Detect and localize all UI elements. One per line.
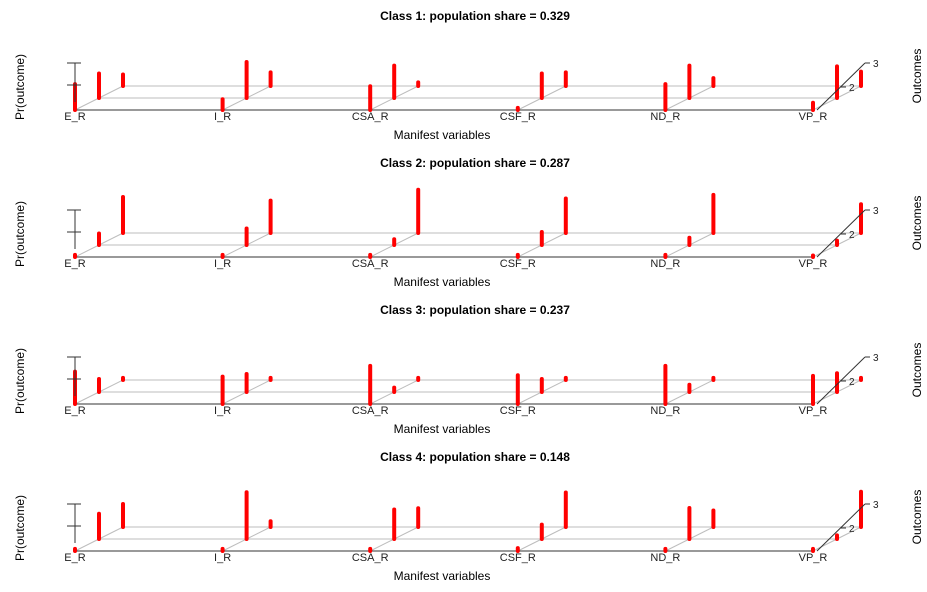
x-tick-label: I_R xyxy=(214,552,231,564)
x-axis-title: Manifest variables xyxy=(394,128,491,142)
x-tick-label: CSA_R xyxy=(352,552,389,564)
x-tick-label: ND_R xyxy=(650,258,680,270)
outcome-tick-label: 3 xyxy=(873,353,879,364)
x-tick-label: E_R xyxy=(64,552,85,564)
x-tick-label: CSF_R xyxy=(500,111,536,123)
x-tick-label: VP_R xyxy=(799,111,828,123)
x-axis-title: Manifest variables xyxy=(394,275,491,289)
panel-title: Class 4: population share = 0.148 xyxy=(380,450,570,464)
outcome-axis-title: Outcomes xyxy=(910,49,924,104)
outcome-axis-title: Outcomes xyxy=(910,343,924,398)
outcome-axis-title: Outcomes xyxy=(910,490,924,545)
y-axis-title: Pr(outcome) xyxy=(13,201,27,267)
x-tick-label: CSA_R xyxy=(352,111,389,123)
panel-title: Class 1: population share = 0.329 xyxy=(380,9,570,23)
panel-1: Class 1: population share = 0.329 E_R I_R C… xyxy=(13,9,924,142)
x-tick-label: ND_R xyxy=(650,111,680,123)
x-tick-label: CSF_R xyxy=(500,258,536,270)
x-tick-label: ND_R xyxy=(650,405,680,417)
x-tick-label: CSA_R xyxy=(352,258,389,270)
x-tick-label: I_R xyxy=(214,258,231,270)
x-tick-label: E_R xyxy=(64,258,85,270)
x-tick-label: VP_R xyxy=(799,405,828,417)
outcome-tick-label: 2 xyxy=(849,524,855,535)
y-axis-title: Pr(outcome) xyxy=(13,495,27,561)
panel-title: Class 3: population share = 0.237 xyxy=(380,303,570,317)
outcome-tick-label: 2 xyxy=(849,377,855,388)
panel-title: Class 2: population share = 0.287 xyxy=(380,156,570,170)
x-tick-label: I_R xyxy=(214,405,231,417)
x-tick-label: E_R xyxy=(64,405,85,417)
x-tick-label: I_R xyxy=(214,111,231,123)
x-tick-label: CSF_R xyxy=(500,552,536,564)
x-tick-label: CSF_R xyxy=(500,405,536,417)
x-tick-label: ND_R xyxy=(650,552,680,564)
panel-3: Class 3: population share = 0.237 E_R I_R C… xyxy=(13,303,924,436)
y-axis-title: Pr(outcome) xyxy=(13,54,27,120)
outcome-tick-label: 3 xyxy=(873,500,879,511)
x-tick-label: E_R xyxy=(64,111,85,123)
outcome-tick-label: 2 xyxy=(849,230,855,241)
y-axis-title: Pr(outcome) xyxy=(13,348,27,414)
x-tick-label: VP_R xyxy=(799,258,828,270)
outcome-tick-label: 3 xyxy=(873,206,879,217)
x-tick-label: CSA_R xyxy=(352,405,389,417)
panel-4: Class 4: population share = 0.148 E_R I_R C… xyxy=(13,450,924,583)
x-tick-label: VP_R xyxy=(799,552,828,564)
outcome-axis-title: Outcomes xyxy=(910,196,924,251)
panel-2: Class 2: population share = 0.287 E_R I_R C… xyxy=(13,156,924,289)
x-axis-title: Manifest variables xyxy=(394,569,491,583)
x-axis-title: Manifest variables xyxy=(394,422,491,436)
outcome-tick-label: 3 xyxy=(873,59,879,70)
outcome-tick-label: 2 xyxy=(849,83,855,94)
